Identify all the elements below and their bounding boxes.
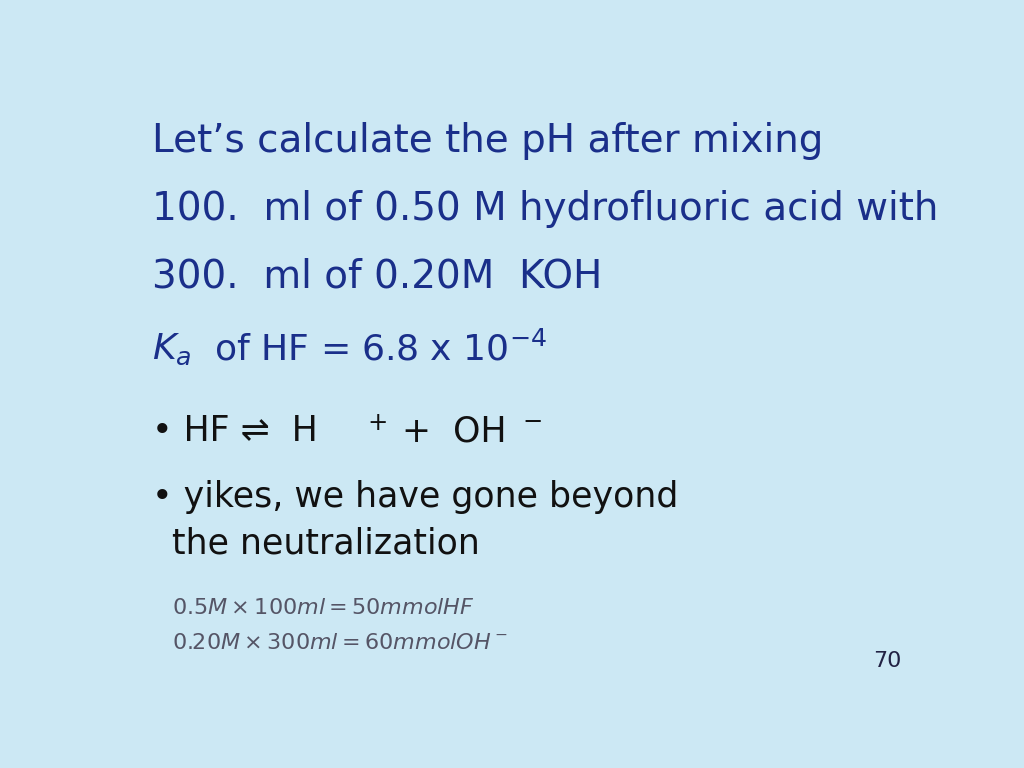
Text: • yikes, we have gone beyond: • yikes, we have gone beyond xyxy=(152,479,678,514)
Text: $^-$: $^-$ xyxy=(517,415,542,449)
Text: $^+$: $^+$ xyxy=(362,415,387,449)
Text: $0.20M \times 300ml = 60mmolOH^-$: $0.20M \times 300ml = 60mmolOH^-$ xyxy=(172,634,508,654)
Text: 100.  ml of 0.50 M hydrofluoric acid with: 100. ml of 0.50 M hydrofluoric acid with xyxy=(152,190,938,228)
Text: the neutralization: the neutralization xyxy=(172,527,479,561)
Text: • HF ⇌  H: • HF ⇌ H xyxy=(152,415,317,449)
Text: $0.5M \times 100ml = 50mmolHF$: $0.5M \times 100ml = 50mmolHF$ xyxy=(172,598,474,617)
Text: +  OH: + OH xyxy=(380,415,506,449)
Text: of HF = 6.8 x 10$^{-4}$: of HF = 6.8 x 10$^{-4}$ xyxy=(204,332,547,368)
Text: $\mathit{K}_a$: $\mathit{K}_a$ xyxy=(152,332,191,367)
Text: 70: 70 xyxy=(873,650,902,670)
Text: Let’s calculate the pH after mixing: Let’s calculate the pH after mixing xyxy=(152,121,823,160)
Text: 300.  ml of 0.20M  KOH: 300. ml of 0.20M KOH xyxy=(152,258,602,296)
